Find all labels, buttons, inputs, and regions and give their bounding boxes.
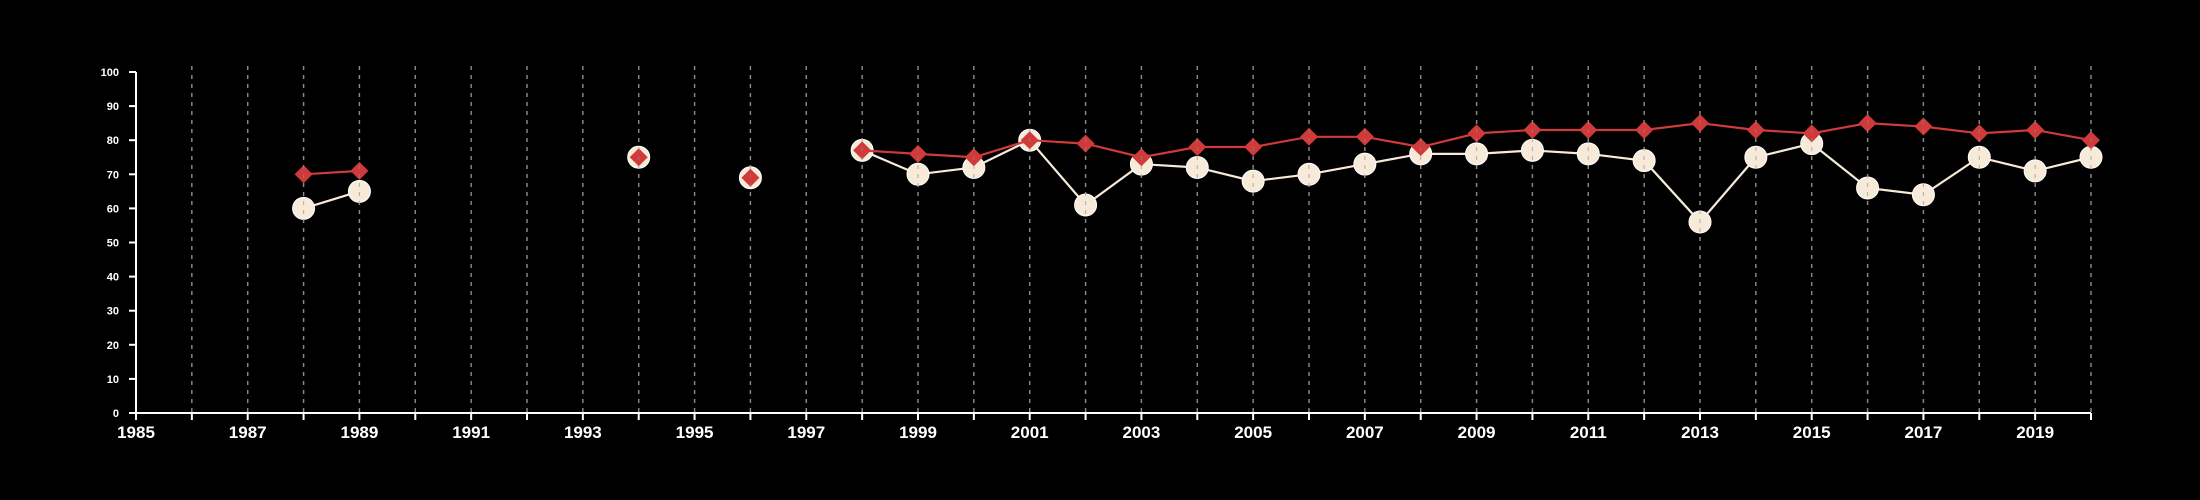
x-tick-label: 2013 (1681, 423, 1719, 442)
x-tick-label: 2011 (1570, 423, 1607, 442)
y-tick-label: 10 (107, 374, 119, 386)
data-point-diamond (1970, 124, 1989, 143)
x-tick-label: 2009 (1458, 423, 1496, 442)
y-tick-label: 60 (107, 203, 119, 215)
x-tick-label: 2017 (1905, 423, 1943, 442)
y-tick-label: 40 (107, 272, 119, 284)
gridline-overlay (191, 66, 2092, 413)
data-point-circle (1241, 169, 1265, 193)
x-tick-label: 1985 (117, 423, 155, 442)
series-line (303, 169, 360, 176)
x-tick-label: 2003 (1123, 423, 1161, 442)
y-tick-label: 30 (107, 306, 119, 318)
data-point-diamond (1914, 117, 1933, 136)
data-point-diamond (1467, 124, 1486, 143)
data-point-diamond (1300, 127, 1318, 146)
x-tick-label: 1993 (564, 423, 602, 442)
x-tick-label: 1989 (341, 423, 379, 442)
data-point-circle (1576, 142, 1600, 166)
data-point-diamond (1355, 127, 1374, 146)
y-tick-label: 20 (107, 340, 119, 352)
series-layer (292, 114, 2103, 234)
y-tick-label: 50 (107, 238, 119, 250)
y-tick-label: 80 (107, 135, 119, 147)
x-tick-label: 2015 (1793, 423, 1831, 442)
data-point-circle (292, 196, 316, 220)
series-2-circle (292, 128, 2103, 234)
data-point-circle (1465, 142, 1489, 166)
data-point-diamond (1076, 134, 1095, 153)
y-tick-label: 90 (107, 101, 119, 113)
axes: 1985 1987 1989 1991 1993 1995 1997 1999 2001 2003… (101, 67, 2092, 442)
y-tick-label: 100 (101, 67, 119, 79)
data-point-circle (2023, 159, 2047, 183)
x-tick-label: 1997 (787, 423, 825, 442)
data-point-diamond (909, 144, 927, 163)
x-tick-label: 2005 (1234, 423, 1272, 442)
x-tick-label: 1991 (452, 423, 490, 442)
x-tick-label: 1999 (899, 423, 937, 442)
y-tick-label: 0 (113, 408, 119, 420)
x-tick-label: 2019 (2016, 423, 2054, 442)
data-point-diamond (350, 161, 369, 180)
data-point-diamond (1802, 124, 1821, 143)
x-tick-label: 1987 (229, 423, 267, 442)
y-tick-label: 70 (107, 169, 119, 181)
x-tick-label: 2001 (1011, 423, 1049, 442)
series-1-diamond (294, 114, 2100, 187)
x-tick-label: 1995 (676, 423, 714, 442)
x-tick-label: 2007 (1346, 423, 1384, 442)
